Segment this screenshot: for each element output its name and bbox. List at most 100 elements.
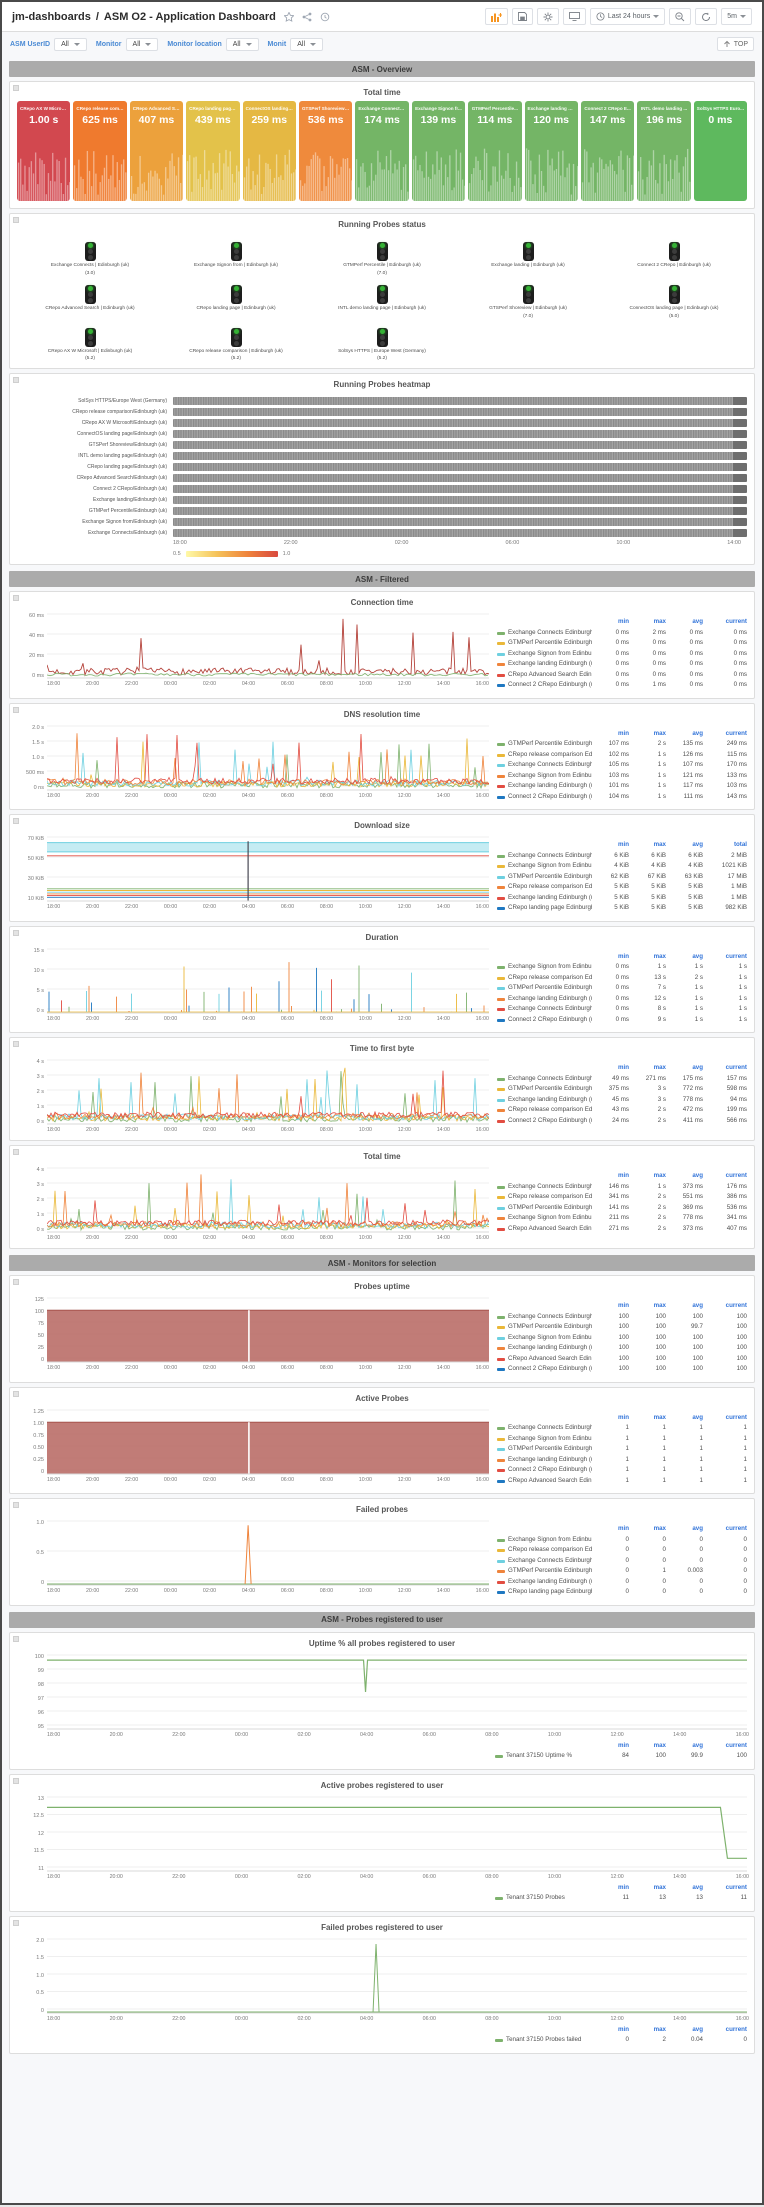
legend-col-header[interactable]: avg (692, 1883, 703, 1891)
legend-series-name[interactable]: Connect 2 CRepo Edinburgh (uk) (497, 1015, 592, 1026)
active-probes-graph[interactable] (47, 1408, 489, 1475)
legend-col-header[interactable]: max (653, 618, 666, 626)
failed-probes-graph[interactable] (47, 1520, 489, 1587)
panel-title[interactable]: Time to first byte (349, 1044, 415, 1054)
top-link[interactable]: TOP (716, 37, 754, 51)
connection-time-graph[interactable] (47, 613, 489, 680)
probes-uptime-graph[interactable] (47, 1297, 489, 1364)
legend-series-name[interactable]: Exchange landing Edinburgh (uk) (497, 1343, 592, 1354)
heatmap-row-cells[interactable] (173, 419, 747, 428)
legend-series-name[interactable]: CRepo release comparison Edinburgh (uk) (497, 1105, 592, 1116)
heatmap-row-cells[interactable] (173, 518, 747, 527)
legend-series-name[interactable]: Exchange landing Edinburgh (uk) (497, 893, 592, 904)
panel-title[interactable]: Connection time (350, 598, 414, 608)
share-icon[interactable] (302, 12, 312, 22)
legend-col-header[interactable]: min (617, 952, 629, 960)
panel-title[interactable]: Probes uptime (354, 1282, 410, 1292)
legend-series-name[interactable]: Connect 2 CRepo Edinburgh (uk) (497, 680, 592, 691)
panel-corner[interactable] (13, 217, 19, 223)
heatmap-row-cells[interactable] (173, 430, 747, 439)
legend-series-name[interactable]: GTMPerf Percentile Edinburgh (uk) (497, 739, 592, 750)
panel-corner[interactable] (13, 1635, 19, 1642)
legend-series-name[interactable]: Tenant 37150 Uptime % (495, 1751, 592, 1762)
panel-corner[interactable] (13, 377, 19, 384)
save-dashboard-button[interactable] (511, 8, 533, 25)
legend-series-name[interactable]: Tenant 37150 Probes (495, 1893, 592, 1904)
legend-col-header[interactable]: current (725, 729, 747, 737)
legend-series-name[interactable]: GTMPerf Percentile Edinburgh (uk) (497, 1084, 592, 1095)
legend-col-header[interactable]: max (653, 1525, 666, 1533)
time-to-first-byte-graph[interactable] (47, 1059, 489, 1126)
legend-col-header[interactable]: min (617, 1883, 629, 1891)
legend-col-header[interactable]: avg (692, 618, 703, 626)
legend-series-name[interactable]: Exchange Signon from Edinburgh (uk) (497, 1213, 592, 1224)
legend-col-header[interactable]: min (617, 1064, 629, 1072)
legend-series-name[interactable]: CRepo release comparison Edinburgh (uk) (497, 1192, 592, 1203)
panel-title[interactable]: Running Probes heatmap (333, 380, 431, 390)
legend-col-header[interactable]: avg (692, 1525, 703, 1533)
legend-series-name[interactable]: Exchange landing Edinburgh (uk) (497, 659, 592, 670)
time-range-picker[interactable]: Last 24 hours (589, 8, 666, 25)
legend-series-name[interactable]: Exchange landing Edinburgh (uk) (497, 1455, 592, 1466)
legend-col-header[interactable]: min (617, 618, 629, 626)
stat-tile[interactable]: Connect 2 CRepo E... 147 ms (580, 101, 635, 201)
heatmap-row-cells[interactable] (173, 485, 747, 494)
legend-series-name[interactable]: Exchange Signon from Edinburgh (uk) (497, 771, 592, 782)
legend-series-name[interactable]: Exchange Connects Edinburgh (uk) (497, 851, 592, 862)
legend-col-header[interactable]: current (725, 618, 747, 626)
legend-series-name[interactable]: CRepo release comparison Edinburgh (uk) (497, 750, 592, 761)
legend-series-name[interactable]: Exchange Signon from Edinburgh (uk) (497, 1434, 592, 1445)
panel-title[interactable]: Running Probes status (338, 220, 426, 229)
row-header-filtered[interactable]: ASM - Filtered (9, 571, 755, 588)
legend-col-header[interactable]: current (725, 952, 747, 960)
cycle-view-button[interactable] (562, 8, 586, 25)
legend-series-name[interactable]: Exchange Connects Edinburgh (uk) (497, 1004, 592, 1015)
panel-corner[interactable] (13, 706, 19, 713)
stat-tile[interactable]: ConnectOS landing ... 259 ms (242, 101, 296, 201)
active-probes-registered-to-user-graph[interactable] (46, 1795, 747, 1872)
stat-tile[interactable]: SolSys HTTPS Euro... 0 ms (693, 101, 748, 201)
panel-title[interactable]: Failed probes registered to user (321, 1922, 443, 1932)
legend-series-name[interactable]: Tenant 37150 Probes failed (495, 2035, 592, 2046)
legend-series-name[interactable]: CRepo release comparison Edinburgh (uk) (497, 882, 592, 893)
legend-col-header[interactable]: max (653, 952, 666, 960)
panel-title[interactable]: Active probes registered to user (320, 1780, 444, 1790)
legend-series-name[interactable]: Exchange Connects Edinburgh (uk) (497, 1182, 592, 1193)
legend-col-header[interactable]: min (617, 1302, 629, 1310)
watch-icon[interactable] (320, 12, 330, 22)
legend-series-name[interactable]: CRepo Advanced Search Edinburgh (uk) (497, 670, 592, 681)
legend-series-name[interactable]: Connect 2 CRepo Edinburgh (uk) (497, 1116, 592, 1127)
heatmap-row-cells[interactable] (173, 529, 747, 538)
dns-resolution-time-graph[interactable] (47, 724, 489, 791)
panel-corner[interactable] (13, 929, 19, 936)
dashboard-settings-button[interactable] (536, 8, 559, 25)
row-header-monitors[interactable]: ASM - Monitors for selection (9, 1255, 755, 1272)
stat-tile[interactable]: INTL demo landing ... 196 ms (637, 101, 691, 201)
panel-title[interactable]: Total time (363, 88, 401, 97)
legend-col-header[interactable]: min (617, 1172, 629, 1180)
legend-series-name[interactable]: CRepo release comparison Edinburgh (uk) (497, 973, 592, 984)
legend-col-header[interactable]: current (725, 1172, 747, 1180)
filter-dropdown[interactable]: All (54, 37, 87, 51)
row-header-registered[interactable]: ASM - Probes registered to user (9, 1611, 755, 1628)
panel-corner[interactable] (13, 1149, 19, 1156)
legend-series-name[interactable]: GTMPerf Percentile Edinburgh (uk) (497, 1322, 592, 1333)
legend-col-header[interactable]: current (725, 1525, 747, 1533)
legend-series-name[interactable]: Exchange Signon from Edinburgh (uk) (497, 1333, 592, 1344)
legend-col-header[interactable]: min (617, 841, 629, 849)
legend-col-header[interactable]: avg (692, 2025, 703, 2033)
legend-series-name[interactable]: Exchange Signon from Edinburgh (uk) (497, 1535, 592, 1546)
legend-col-header[interactable]: max (653, 2025, 666, 2033)
legend-col-header[interactable]: avg (692, 1172, 703, 1180)
legend-series-name[interactable]: Exchange Connects Edinburgh (uk) (497, 628, 592, 639)
legend-series-name[interactable]: Exchange landing Edinburgh (uk) (497, 1577, 592, 1588)
panel-title[interactable]: Duration (365, 932, 399, 942)
legend-col-header[interactable]: current (725, 1413, 747, 1421)
legend-col-header[interactable]: max (653, 1064, 666, 1072)
panel-title[interactable]: Active Probes (355, 1393, 409, 1403)
legend-col-header[interactable]: current (725, 2025, 747, 2033)
stat-tile[interactable]: Exchange Connects... 174 ms (355, 101, 409, 201)
panel-title[interactable]: Failed probes (355, 1505, 408, 1515)
panel-corner[interactable] (13, 1919, 19, 1926)
legend-series-name[interactable]: Exchange Connects Edinburgh (uk) (497, 1074, 592, 1085)
